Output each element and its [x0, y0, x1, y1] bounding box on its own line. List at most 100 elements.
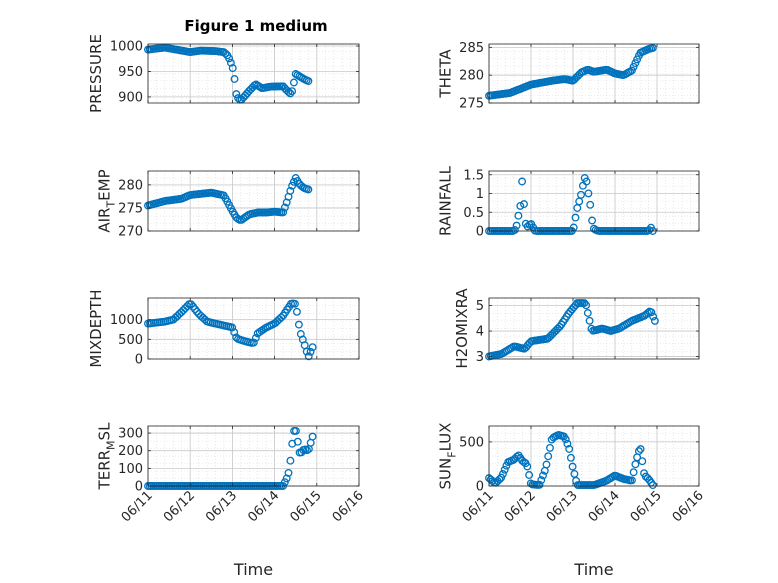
data-point [279, 208, 288, 217]
data-point [179, 306, 188, 315]
data-point [585, 316, 594, 325]
y-tick-label: 4 [476, 325, 484, 340]
x-axis-label: Time [573, 560, 613, 579]
data-point [520, 200, 528, 209]
data-point [280, 478, 289, 487]
data-point [588, 216, 597, 225]
x-tick-label: 06/15 [628, 488, 665, 525]
axes-box [147, 43, 360, 104]
data-point [498, 470, 507, 478]
data-point [634, 447, 643, 456]
y-tick-label: 0 [135, 480, 143, 495]
x-tick-label: 06/13 [203, 488, 240, 525]
subplot-theta: 275 280 285 THETA [436, 41, 700, 112]
data-point [304, 352, 313, 361]
data-point [187, 300, 196, 309]
data-point [627, 66, 636, 75]
data-point [286, 89, 295, 98]
y-tick-label: 280 [459, 69, 484, 84]
data-point [284, 468, 293, 477]
subplot-terr-msl: 06/11 06/12 06/13 06/14 06/15 06/160100200300… [95, 422, 366, 579]
x-tick-label: 06/16 [330, 488, 367, 525]
x-tick-label: 06/14 [245, 488, 282, 525]
data-point [288, 181, 297, 190]
y-axis-label: PRESSURE [87, 34, 105, 113]
data-point [570, 469, 579, 478]
y-axis-label: RAINFALL [436, 165, 454, 236]
data-point [563, 439, 572, 448]
y-axis-label: H2OMIXRA [453, 288, 471, 369]
subplot-mixdepth: 0 500 1000 MIXDEPTH [87, 289, 360, 368]
data-point [200, 315, 209, 324]
data-point [228, 64, 237, 73]
y-tick-label: 900 [118, 90, 143, 105]
data-point [277, 313, 286, 322]
data-point [568, 462, 577, 471]
y-tick-label: 0 [476, 225, 484, 240]
x-tick-label: 06/12 [502, 488, 539, 525]
y-tick-label: 950 [118, 65, 143, 80]
data-point [648, 481, 657, 490]
axes-box [488, 425, 700, 487]
data-point [193, 307, 201, 316]
data-point [228, 323, 237, 332]
y-tick-label: 1000 [110, 313, 143, 328]
axes-box [147, 297, 360, 360]
data-point [183, 302, 192, 311]
data-point [643, 309, 652, 317]
data-point [542, 460, 551, 469]
data-point [302, 347, 311, 356]
data-point [636, 445, 645, 454]
data-point [291, 426, 300, 435]
data-point [259, 325, 268, 334]
data-point [306, 347, 315, 356]
data-point [510, 226, 519, 234]
data-point [546, 443, 554, 452]
data-point [249, 338, 258, 347]
data-point [629, 62, 638, 71]
x-tick-label: 06/14 [586, 488, 623, 525]
y-tick-label: 1.5 [463, 168, 484, 183]
data-point [518, 177, 527, 186]
y-axis-label: MIXDEPTH [87, 289, 105, 367]
x-axis-label: Time [233, 560, 273, 579]
axes-box [488, 43, 700, 104]
data-point [577, 190, 585, 199]
data-point [230, 328, 239, 337]
subplot-sun-flux: 06/11 06/12 06/13 06/14 06/15 06/160500SUNFLU… [436, 423, 706, 579]
data-point [304, 77, 313, 86]
data-point [290, 299, 299, 308]
y-tick-label: 275 [459, 97, 484, 112]
axes-box [147, 425, 360, 487]
data-point [284, 87, 293, 96]
data-point [230, 75, 239, 83]
y-tick-label: 275 [118, 201, 143, 216]
data-point [292, 307, 301, 316]
data-point [286, 186, 295, 195]
y-tick-label: 500 [118, 333, 143, 348]
subplot-h2omixra: 3 4 5 H2OMIXRA [453, 288, 700, 369]
data-point [638, 457, 647, 466]
y-tick-label: 300 [118, 427, 143, 442]
data-point [633, 55, 642, 64]
data-point [234, 94, 243, 103]
data-point [226, 58, 235, 67]
data-point [232, 90, 241, 99]
data-point [582, 301, 591, 310]
x-tick-label: 06/16 [670, 488, 707, 525]
data-point [582, 177, 591, 186]
figure-title: Figure 1 medium [184, 17, 327, 35]
data-point [525, 471, 534, 479]
x-tick-label: 06/12 [161, 488, 198, 525]
data-point [539, 471, 547, 480]
data-point [514, 211, 523, 220]
y-axis-label: THETA [436, 49, 454, 99]
data-point [649, 312, 658, 321]
data-point [535, 480, 544, 489]
data-point [500, 465, 509, 474]
y-axis-label: TERRMSL [95, 422, 117, 491]
data-point [512, 452, 521, 461]
y-tick-label: 270 [118, 225, 143, 240]
axes-box [147, 170, 360, 232]
